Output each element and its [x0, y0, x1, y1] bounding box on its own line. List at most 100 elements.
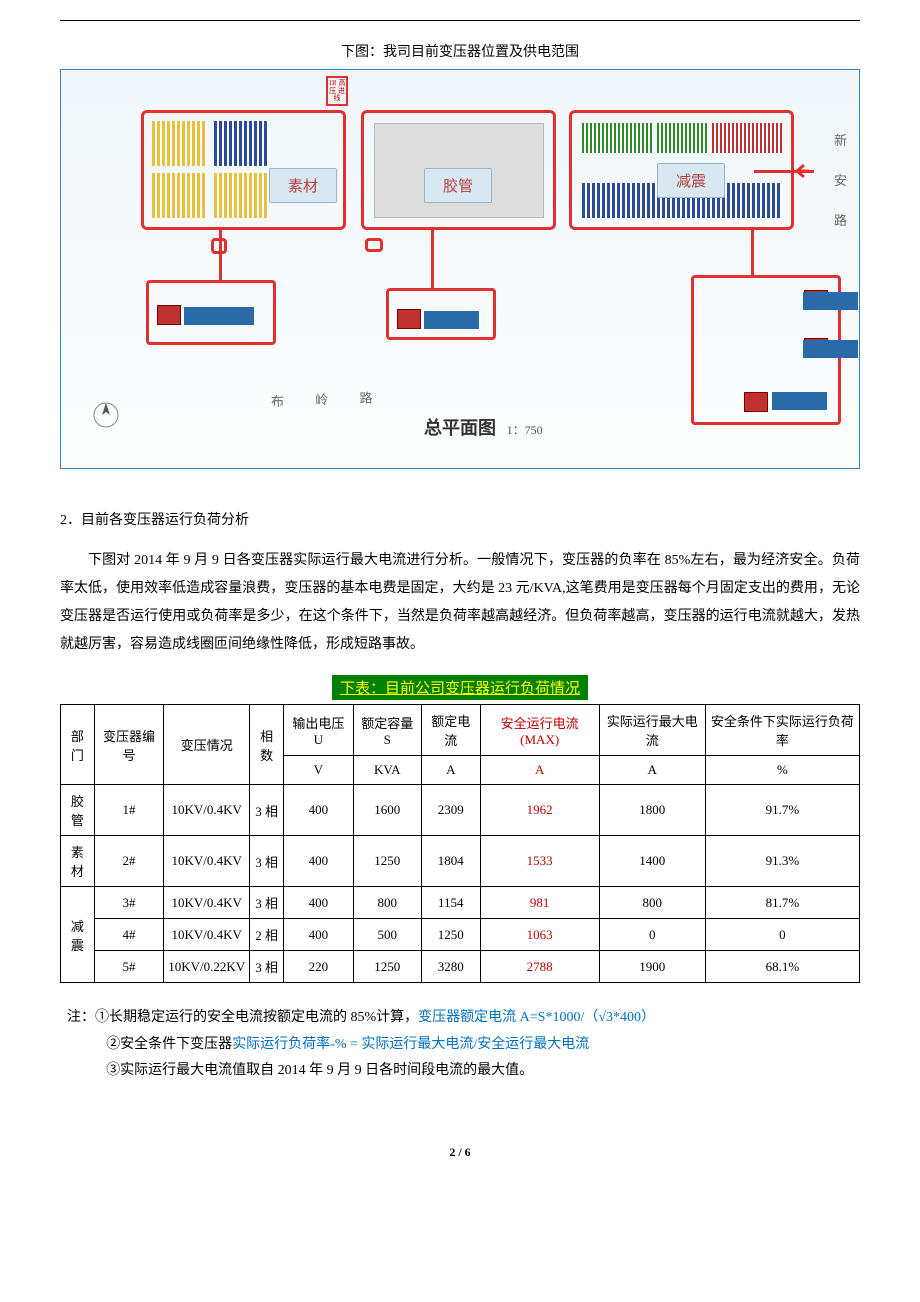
cell-no: 3# [94, 887, 163, 919]
road-xinan-1: 新 [834, 130, 847, 149]
unit-a2: A [480, 756, 599, 785]
cell-dept: 素材 [61, 836, 95, 887]
decor-stripes [152, 121, 207, 166]
cell-v: 400 [284, 785, 354, 836]
compass-icon [91, 400, 121, 430]
cell-s: 1600 [353, 785, 421, 836]
cell-i: 1154 [421, 887, 480, 919]
zone-jiaoguan: 胶管 [361, 110, 556, 230]
map-scale: 1：750 [507, 421, 543, 438]
cell-rate: 81.7% [705, 887, 859, 919]
section-heading: 2．目前各变压器运行负荷分析 [60, 509, 860, 529]
decor-stripes [214, 121, 269, 166]
decor-stripes [152, 173, 207, 218]
cell-act: 0 [599, 919, 705, 951]
transformer-icon [397, 309, 421, 329]
zone-label-jiaoguan: 胶管 [424, 168, 492, 203]
map-inner: 1R 高 压 进 线 素材 胶管 减震 [71, 80, 849, 458]
unit-kva: KVA [353, 756, 421, 785]
cell-act: 1800 [599, 785, 705, 836]
cell-act: 1400 [599, 836, 705, 887]
transformer-callout-3 [691, 275, 841, 425]
hv-inlet-box: 1R 高 压 进 线 [326, 76, 348, 106]
cell-sit: 10KV/0.4KV [164, 887, 250, 919]
table-header-row: 部门 变压器编号 变压情况 相数 输出电压 U 额定容量 S 额定电流 安全运行… [61, 705, 860, 756]
unit-a1: A [421, 756, 480, 785]
transformer-tag [424, 311, 479, 329]
cell-s: 1250 [353, 836, 421, 887]
th-tx-situation: 变压情况 [164, 705, 250, 785]
table-row: 胶管 1# 10KV/0.4KV 3 相 400 1600 2309 1962 … [61, 785, 860, 836]
transformer-icon [157, 305, 181, 325]
connector-arrow [751, 230, 754, 275]
decor-green [657, 123, 707, 153]
site-plan-map: 1R 高 压 进 线 素材 胶管 减震 [60, 69, 860, 469]
cell-no: 5# [94, 951, 163, 983]
cell-safe: 2788 [480, 951, 599, 983]
connector-line [431, 230, 434, 288]
th-actual-max: 实际运行最大电流 [599, 705, 705, 756]
cell-ph: 2 相 [250, 919, 284, 951]
cell-v: 400 [284, 887, 354, 919]
small-marker [211, 238, 227, 254]
cell-no: 2# [94, 836, 163, 887]
th-phase: 相数 [250, 705, 284, 785]
th-dept: 部门 [61, 705, 95, 785]
unit-pct: % [705, 756, 859, 785]
decor-green [712, 123, 782, 153]
note-line-1: 注：①长期稳定运行的安全电流按额定电流的 85%计算，变压器额定电流 A=S*1… [67, 1005, 860, 1032]
cell-rate: 91.7% [705, 785, 859, 836]
figure-caption: 下图：我司目前变压器位置及供电范围 [60, 41, 860, 61]
note-line-2: ②安全条件下变压器实际运行负荷率-% = 实际运行最大电流/安全运行最大电流 [67, 1032, 860, 1059]
transformer-callout-2 [386, 288, 496, 340]
cell-s: 500 [353, 919, 421, 951]
cell-ph: 3 相 [250, 785, 284, 836]
table-row: 素材 2# 10KV/0.4KV 3 相 400 1250 1804 1533 … [61, 836, 860, 887]
cell-rate: 91.3% [705, 836, 859, 887]
body-paragraph: 下图对 2014 年 9 月 9 日各变压器实际运行最大电流进行分析。一般情况下… [60, 547, 860, 659]
zone-label-jianzhen: 减震 [657, 163, 725, 198]
cell-sit: 10KV/0.22KV [164, 951, 250, 983]
zone-sucai: 素材 [141, 110, 346, 230]
cell-safe: 981 [480, 887, 599, 919]
cell-v: 400 [284, 919, 354, 951]
note-1a: ①长期稳定运行的安全电流按额定电流的 85%计算， [95, 1010, 418, 1025]
th-safe-current: 安全运行电流(MAX) [480, 705, 599, 756]
table-row: 4# 10KV/0.4KV 2 相 400 500 1250 1063 0 0 [61, 919, 860, 951]
transformer-tag [772, 392, 827, 410]
note-line-3: ③实际运行最大电流值取自 2014 年 9 月 9 日各时间段电流的最大值。 [67, 1058, 860, 1085]
cell-s: 1250 [353, 951, 421, 983]
cell-v: 400 [284, 836, 354, 887]
transformer-tag [184, 307, 254, 325]
cell-dept: 减震 [61, 887, 95, 983]
table-row: 5# 10KV/0.22KV 3 相 220 1250 3280 2788 19… [61, 951, 860, 983]
small-marker [365, 238, 383, 252]
header-rule [60, 20, 860, 21]
notes-block: 注：①长期稳定运行的安全电流按额定电流的 85%计算，变压器额定电流 A=S*1… [60, 1005, 860, 1085]
cell-i: 2309 [421, 785, 480, 836]
cell-sit: 10KV/0.4KV [164, 836, 250, 887]
note-2a: ②安全条件下变压器 [106, 1037, 232, 1052]
decor-green [582, 123, 652, 153]
road-xinan-2: 安 [834, 170, 847, 189]
th-tx-no: 变压器编号 [94, 705, 163, 785]
cell-s: 800 [353, 887, 421, 919]
th-rated-capacity: 额定容量 S [353, 705, 421, 756]
th-rated-current: 额定电流 [421, 705, 480, 756]
cell-ph: 3 相 [250, 887, 284, 919]
cell-act: 800 [599, 887, 705, 919]
cell-rate: 0 [705, 919, 859, 951]
cell-i: 3280 [421, 951, 480, 983]
note-1b: 变压器额定电流 A=S*1000/（√3*400） [418, 1010, 655, 1025]
cell-no: 4# [94, 919, 163, 951]
table-body: 胶管 1# 10KV/0.4KV 3 相 400 1600 2309 1962 … [61, 785, 860, 983]
cell-rate: 68.1% [705, 951, 859, 983]
cell-safe: 1063 [480, 919, 599, 951]
transformer-tag [803, 292, 858, 310]
note-3: ③实际运行最大电流值取自 2014 年 9 月 9 日各时间段电流的最大值。 [106, 1063, 533, 1078]
cell-i: 1804 [421, 836, 480, 887]
table-row: 减震 3# 10KV/0.4KV 3 相 400 800 1154 981 80… [61, 887, 860, 919]
transformer-tag [803, 340, 858, 358]
note-prefix: 注： [67, 1010, 95, 1025]
cell-act: 1900 [599, 951, 705, 983]
